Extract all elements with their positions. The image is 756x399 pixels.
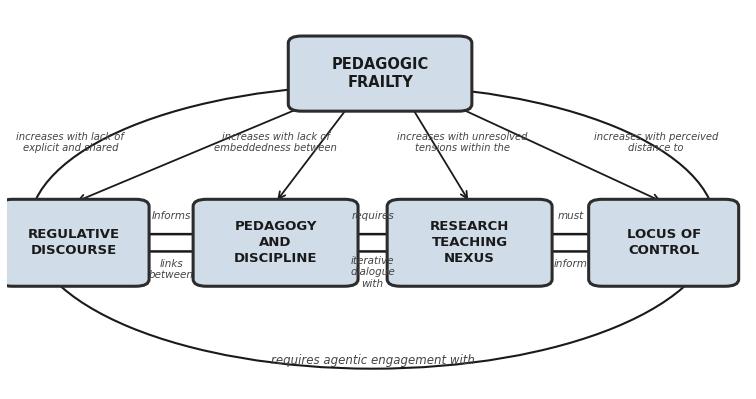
Text: PEDAGOGY
AND
DISCIPLINE: PEDAGOGY AND DISCIPLINE: [234, 220, 318, 265]
Text: increases with lack of
explicit and shared: increases with lack of explicit and shar…: [17, 132, 124, 153]
Text: links
between: links between: [149, 259, 194, 280]
FancyBboxPatch shape: [193, 200, 358, 286]
Text: Informs: Informs: [151, 211, 191, 221]
Text: requires agentic engagement with: requires agentic engagement with: [271, 354, 475, 367]
Text: LOCUS OF
CONTROL: LOCUS OF CONTROL: [627, 228, 701, 257]
Text: REGULATIVE
DISCOURSE: REGULATIVE DISCOURSE: [28, 228, 120, 257]
Text: requires: requires: [352, 211, 394, 221]
Text: iterative
dialogue
with: iterative dialogue with: [350, 256, 395, 289]
FancyBboxPatch shape: [288, 36, 472, 111]
Text: PEDAGOGIC
FRAILTY: PEDAGOGIC FRAILTY: [331, 57, 429, 91]
Text: must: must: [557, 211, 584, 221]
Text: increases with unresolved
tensions within the: increases with unresolved tensions withi…: [397, 132, 528, 153]
Text: increases with lack of
embeddedness between: increases with lack of embeddedness betw…: [214, 132, 337, 153]
FancyBboxPatch shape: [0, 200, 149, 286]
Text: RESEARCH
TEACHING
NEXUS: RESEARCH TEACHING NEXUS: [430, 220, 510, 265]
FancyBboxPatch shape: [387, 200, 552, 286]
FancyBboxPatch shape: [589, 200, 739, 286]
Text: inform: inform: [553, 259, 587, 269]
Text: increases with perceived
distance to: increases with perceived distance to: [594, 132, 718, 153]
